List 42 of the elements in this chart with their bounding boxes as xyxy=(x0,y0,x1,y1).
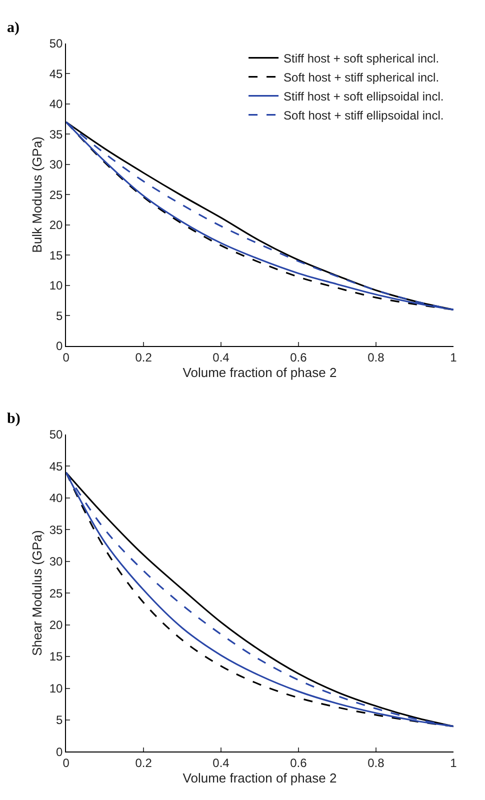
y-tick-label: 30 xyxy=(49,554,63,569)
legend-label: Stiff host + soft ellipsoidal incl. xyxy=(284,90,444,104)
y-tick-label: 45 xyxy=(49,66,63,81)
y-tick-label: 25 xyxy=(49,586,63,600)
y-tick-label: 5 xyxy=(56,713,63,728)
chart-title: b) xyxy=(7,411,20,427)
y-tick-label: 35 xyxy=(49,127,63,142)
y-tick-label: 10 xyxy=(49,278,63,293)
y-tick-label: 30 xyxy=(49,158,63,172)
y-tick-label: 45 xyxy=(49,459,63,474)
x-tick-label: 0.6 xyxy=(290,756,308,770)
y-tick-label: 15 xyxy=(49,650,63,664)
y-tick-label: 20 xyxy=(49,618,63,632)
y-tick-label: 0 xyxy=(56,339,63,354)
x-tick-label: 0.8 xyxy=(368,756,385,770)
legend-label: Soft host + stiff ellipsoidal incl. xyxy=(284,108,444,123)
x-tick-label: 0.2 xyxy=(135,350,152,364)
y-tick-label: 15 xyxy=(49,248,63,262)
y-tick-label: 20 xyxy=(49,218,63,232)
x-tick-label: 0.8 xyxy=(368,350,385,364)
x-axis-title: Volume fraction of phase 2 xyxy=(182,770,337,786)
x-tick-label: 1 xyxy=(450,756,458,770)
y-tick-label: 0 xyxy=(56,744,63,759)
x-tick-label: 0.2 xyxy=(135,756,152,770)
y-axis-title: Shear Modulus (GPa) xyxy=(29,530,44,656)
y-tick-label: 50 xyxy=(49,428,63,442)
y-tick-label: 40 xyxy=(49,97,63,112)
x-tick-label: 0.4 xyxy=(212,350,230,364)
y-tick-label: 50 xyxy=(49,36,63,51)
legend-label: Stiff host + soft spherical incl. xyxy=(284,52,440,66)
x-tick-label: 0.6 xyxy=(290,350,308,364)
legend-label: Soft host + stiff spherical incl. xyxy=(284,70,440,85)
chart-title: a) xyxy=(7,20,20,36)
x-tick-label: 0.4 xyxy=(212,756,230,770)
y-tick-label: 35 xyxy=(49,522,63,537)
x-tick-label: 1 xyxy=(450,350,458,364)
y-tick-label: 40 xyxy=(49,491,63,506)
x-axis-title: Volume fraction of phase 2 xyxy=(182,364,337,380)
y-tick-label: 25 xyxy=(49,188,63,202)
y-axis-title: Bulk Modulus (GPa) xyxy=(29,136,44,253)
y-tick-label: 10 xyxy=(49,681,63,696)
y-tick-label: 5 xyxy=(56,308,63,323)
